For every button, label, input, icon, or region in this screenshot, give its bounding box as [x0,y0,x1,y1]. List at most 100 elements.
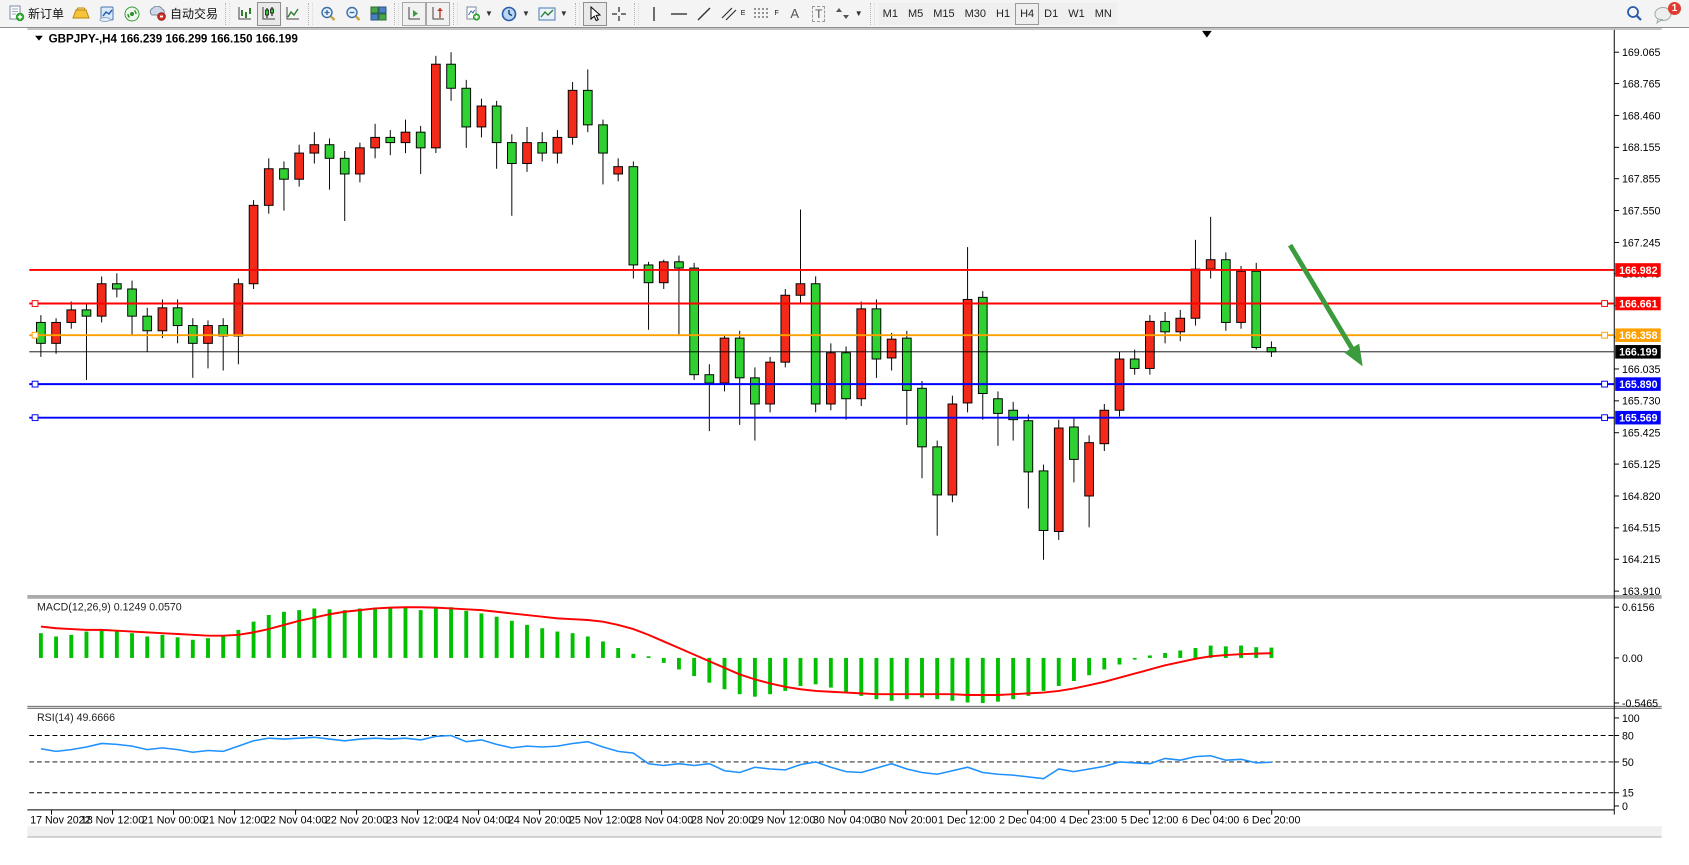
candle-body [871,308,882,360]
price-tick-label: 164.820 [1622,491,1660,503]
line-handle[interactable] [1601,300,1608,307]
text-tool-icon: A [790,6,800,21]
horizontal-line-tool-button[interactable] [666,2,692,26]
line-handle[interactable] [31,380,39,388]
dropdown-caret-icon: ▼ [854,9,863,18]
line-handle[interactable] [1601,414,1608,422]
candle-body [674,261,684,269]
auto-scroll-icon [408,7,421,20]
candlestick-chart-button[interactable] [257,1,282,26]
down-trend-arrowhead[interactable] [1344,343,1363,367]
signals-button[interactable] [120,2,145,26]
time-tick-label: 24 Nov 20:00 [508,814,571,826]
candle-body [1205,259,1216,270]
candle-body [385,136,396,144]
line-handle[interactable] [31,331,39,339]
timeframe-button-mn[interactable]: MN [1089,2,1117,25]
arrows-tool-button[interactable]: ▼ [831,2,867,26]
tile-windows-button[interactable] [366,2,391,26]
toolbar-separator [394,2,400,25]
auto-trading-button[interactable]: 自动交易 [145,2,222,26]
timeframe-button-m5[interactable]: M5 [902,2,929,25]
toolbar-separator [633,2,639,25]
candle-body [719,337,730,384]
candle-body [826,352,836,405]
price-tick-label: 167.245 [1622,237,1660,249]
macd-label: MACD(12,26,9) 0.1249 0.0570 [37,602,182,614]
candle-body [491,105,502,144]
indicators-button[interactable]: ▼ [461,2,497,26]
timeframe-button-m1[interactable]: M1 [877,2,903,25]
crosshair-tool-button[interactable] [607,2,631,26]
line-chart-icon [286,7,300,20]
text-tool-button[interactable]: A [783,2,807,26]
templates-button[interactable]: ▼ [534,2,572,26]
timeframe-button-d1[interactable]: D1 [1039,2,1064,25]
candlestick-chart-icon [262,7,276,20]
bottom-strip [27,826,1662,838]
candle-body [932,446,943,496]
deposit-button[interactable] [68,2,94,26]
fibonacci-tool-button[interactable]: F [749,2,782,26]
zoom-out-icon [346,6,361,21]
auto-scroll-button[interactable] [402,1,427,26]
timeframe-toolbar: M1 M5 M15 M30 H1 H4 D1 W1 MN [877,0,1117,28]
candle-body [947,403,958,496]
zoom-out-button[interactable] [341,2,366,26]
notifications-button[interactable]: 1 [1653,1,1681,26]
line-handle[interactable] [31,414,39,422]
price-badge [1615,328,1661,342]
line-handle[interactable] [1601,331,1608,339]
candle-body [476,105,487,128]
vertical-line-tool-button[interactable] [642,2,666,26]
candle-body [233,283,244,337]
timeframe-button-h1[interactable]: H1 [991,2,1016,25]
trendline-tool-button[interactable] [692,2,716,26]
time-tick-label: 24 Nov 04:00 [447,814,510,826]
equidistant-channel-tool-button[interactable]: E [716,2,750,26]
indicators-icon [466,6,481,21]
search-button[interactable] [1622,2,1647,26]
zoom-in-button[interactable] [316,2,341,26]
price-badge-label: 165.890 [1619,379,1657,391]
timeframe-button-m15[interactable]: M15 [928,2,960,25]
price-tick-label: 163.910 [1622,586,1660,598]
candle-body [112,283,122,290]
crosshair-icon [611,6,626,21]
new-order-button[interactable]: 新订单 [4,2,68,26]
candle-body [1266,347,1277,353]
timeframe-button-h4[interactable]: H4 [1015,2,1040,25]
symbol-dropdown-icon[interactable] [35,35,43,41]
candle-body [856,308,867,400]
chart-background [27,28,1662,838]
auto-trading-icon [149,6,166,21]
price-badge [1615,410,1661,425]
bar-chart-icon [238,7,252,20]
candle-body [506,142,517,165]
candle-body [51,321,61,344]
price-badge-label: 166.982 [1619,265,1657,277]
down-trend-arrow[interactable] [1288,243,1358,356]
candle-body [248,204,259,285]
candle-body [446,63,456,89]
main-toolbar: 新订单 [0,0,1689,28]
timeframe-button-m30[interactable]: M30 [959,2,992,25]
timeframe-button-w1[interactable]: W1 [1063,2,1090,25]
chart-shift-button[interactable] [426,1,451,26]
rsi-tick-label: 100 [1622,713,1640,725]
cursor-tool-button[interactable] [582,1,607,26]
trendline-icon [697,7,711,20]
macd-tick-label: 0.6156 [1622,602,1655,614]
market-report-button[interactable] [94,2,120,26]
line-handle[interactable] [1601,380,1608,388]
candle-body [750,377,760,405]
bar-chart-button[interactable] [233,2,257,26]
text-label-tool-button[interactable]: T [807,2,831,26]
line-chart-button[interactable] [281,2,305,26]
periods-button[interactable]: ▼ [497,2,534,26]
chart-canvas[interactable]: MACD(12,26,9) 0.1249 0.0570 RSI(14) 49.66… [0,28,1689,865]
candle-body [1084,442,1094,497]
rsi-tick-label: 50 [1622,757,1634,769]
tile-windows-icon [370,6,387,21]
line-handle[interactable] [31,300,39,307]
